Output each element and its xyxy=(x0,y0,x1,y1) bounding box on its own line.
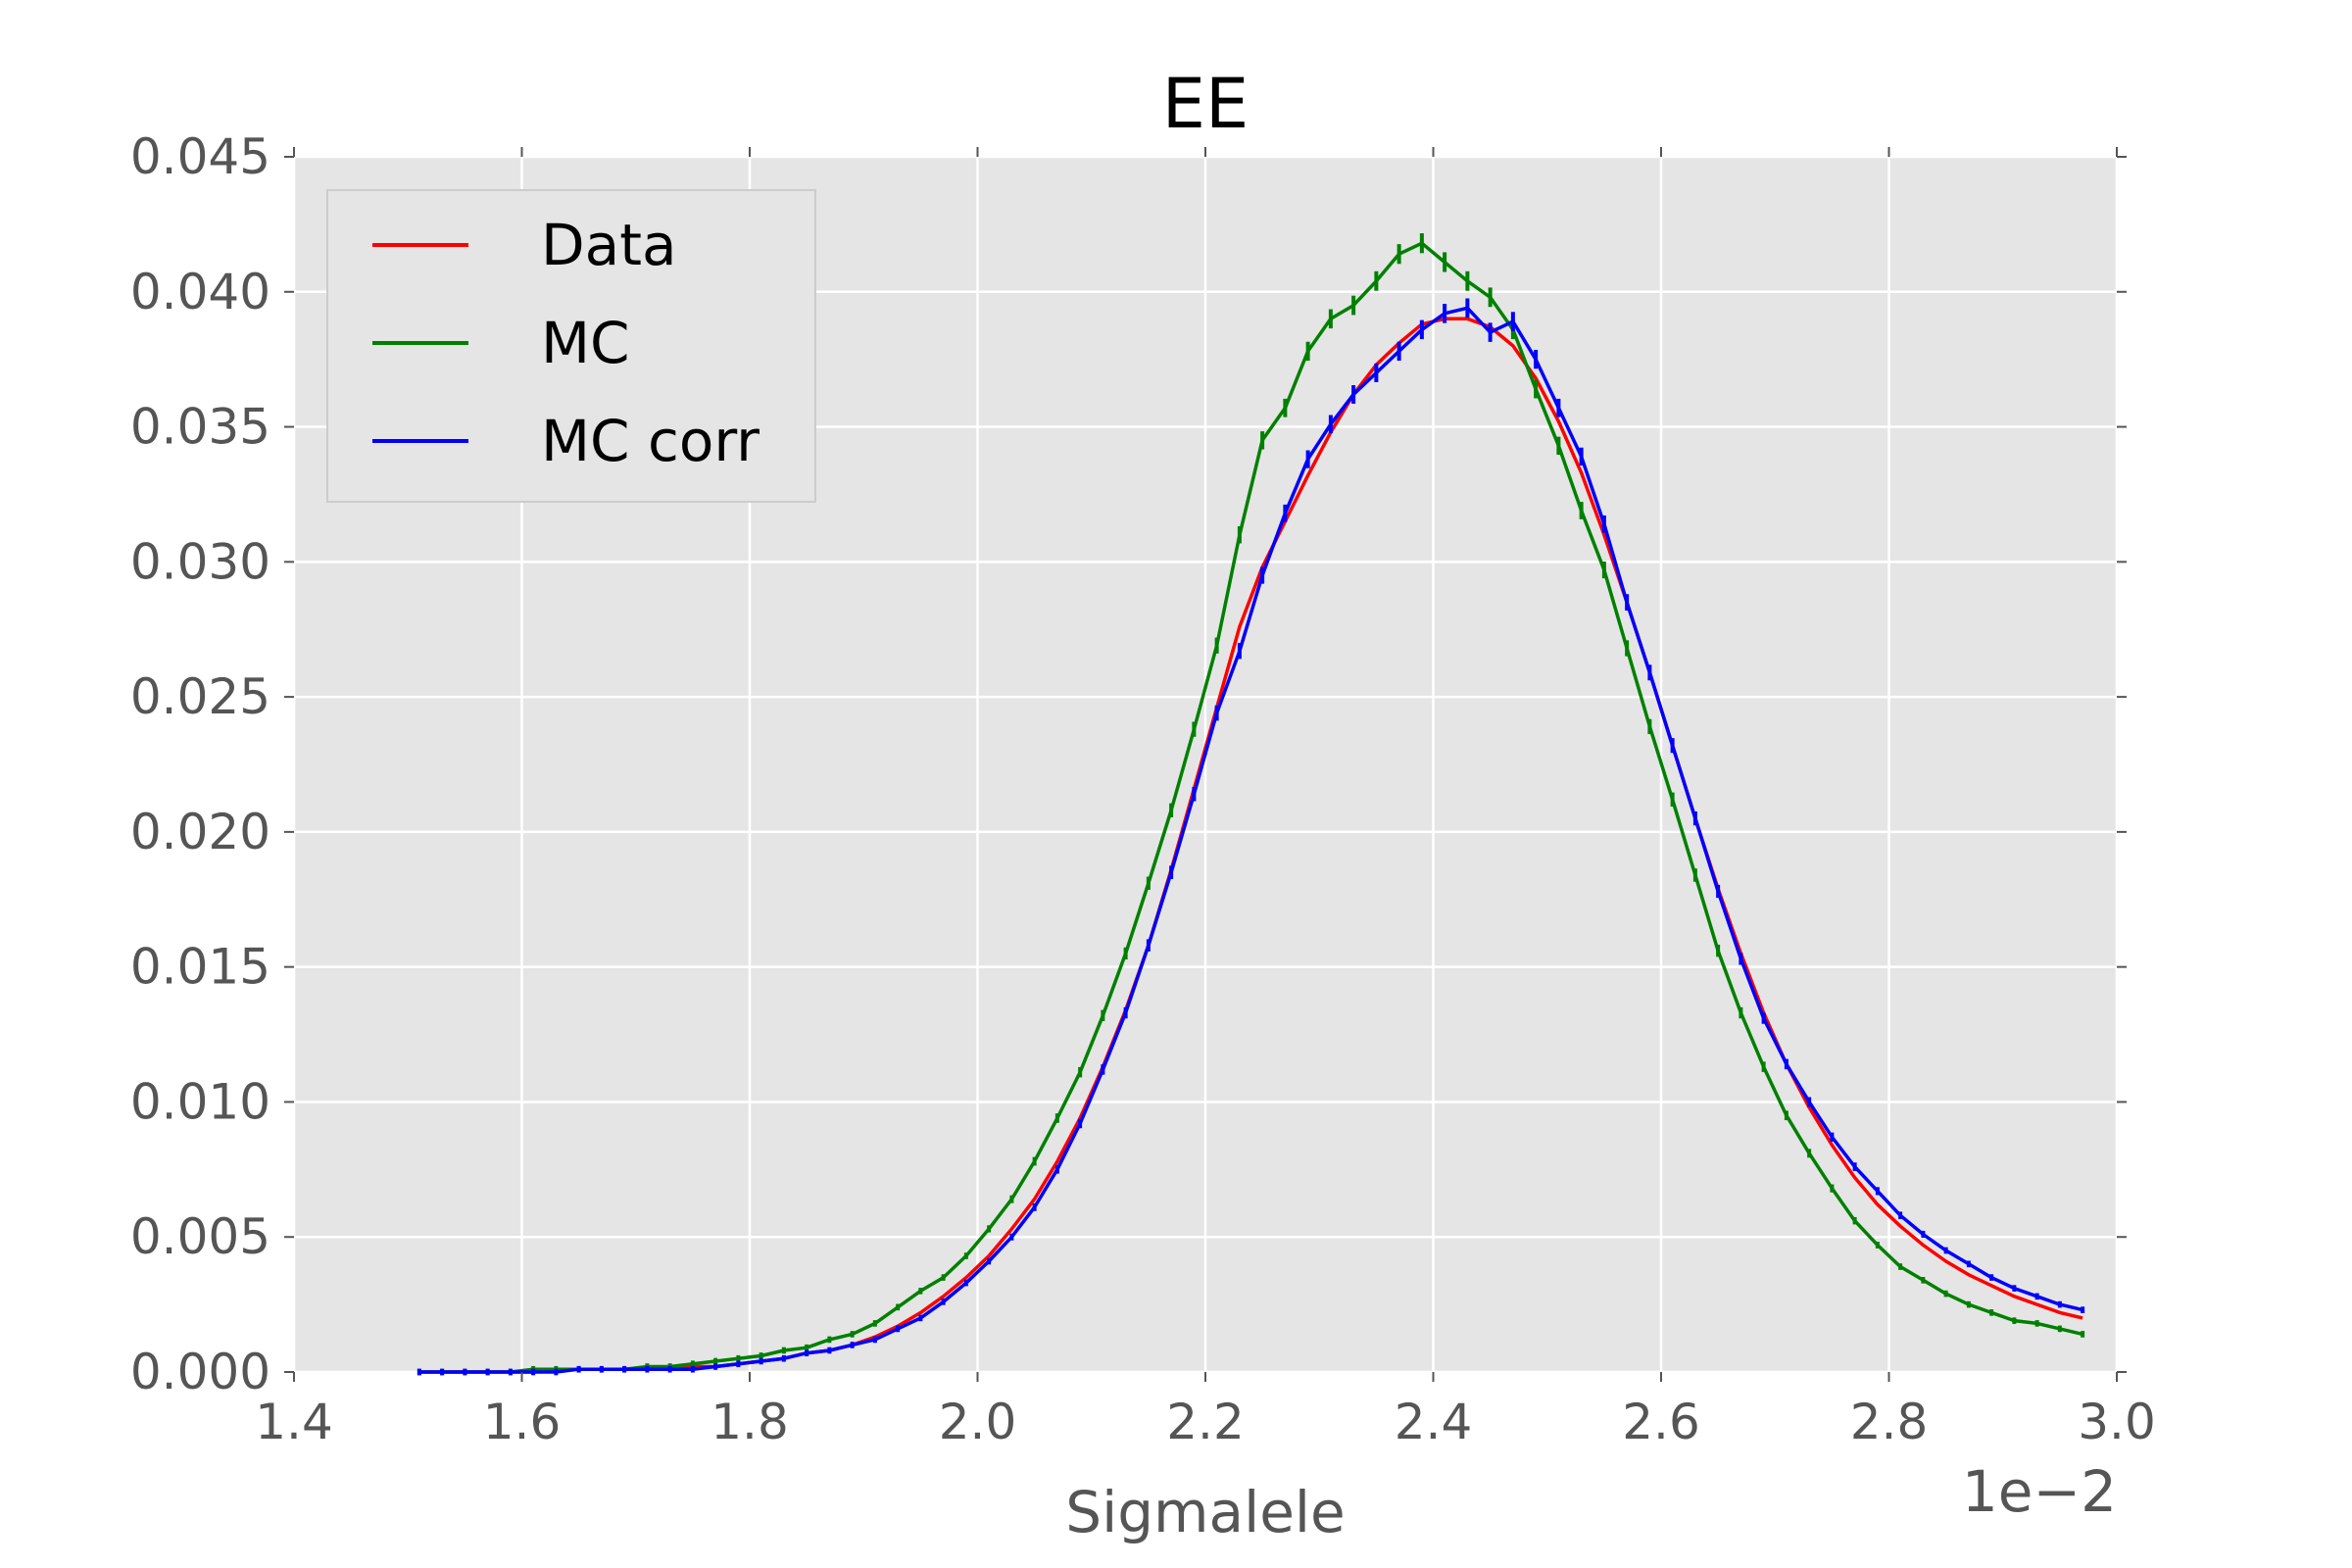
legend-box xyxy=(326,189,816,503)
legend: Data MC MC corr xyxy=(326,189,816,503)
y-tick-label: 0.035 xyxy=(130,399,270,456)
x-tick-label: 2.2 xyxy=(1166,1394,1245,1450)
legend-label: MC corr xyxy=(541,408,760,474)
y-tick-label: 0.000 xyxy=(130,1344,270,1400)
legend-label: Data xyxy=(541,212,677,278)
x-offset-text: 1e−2 xyxy=(1962,1458,2117,1525)
series-line-2 xyxy=(418,306,2083,1374)
y-tick-label: 0.010 xyxy=(130,1073,270,1130)
series-group xyxy=(416,233,2085,1376)
y-tick-label: 0.015 xyxy=(130,939,270,996)
x-tick-label: 2.8 xyxy=(1850,1394,1929,1450)
legend-label: MC xyxy=(541,310,630,376)
series-line-0 xyxy=(418,317,2083,1374)
x-tick-label: 3.0 xyxy=(2078,1394,2156,1450)
x-tick-label: 1.4 xyxy=(255,1394,333,1450)
chart-title: EE xyxy=(1162,64,1249,144)
x-tick-label: 2.4 xyxy=(1395,1394,1473,1450)
y-tick-label: 0.025 xyxy=(130,668,270,725)
ticks: 1.4 1.6 1.8 2.0 2.2 2.4 2.6 2.8 3.0 0.000 0.005 0.0… xyxy=(130,128,2156,1450)
series-line-1 xyxy=(418,241,2083,1374)
y-tick-label: 0.020 xyxy=(130,804,270,860)
x-tick-label: 1.6 xyxy=(483,1394,562,1450)
x-axis-label: Sigmalele xyxy=(1065,1479,1345,1545)
x-tick-label: 1.8 xyxy=(710,1394,789,1450)
x-tick-label: 2.0 xyxy=(939,1394,1017,1450)
y-tick-label: 0.040 xyxy=(130,264,270,320)
y-tick-label: 0.030 xyxy=(130,533,270,590)
y-tick-label: 0.045 xyxy=(130,128,270,185)
x-tick-label: 2.6 xyxy=(1622,1394,1700,1450)
y-tick-label: 0.005 xyxy=(130,1208,270,1265)
